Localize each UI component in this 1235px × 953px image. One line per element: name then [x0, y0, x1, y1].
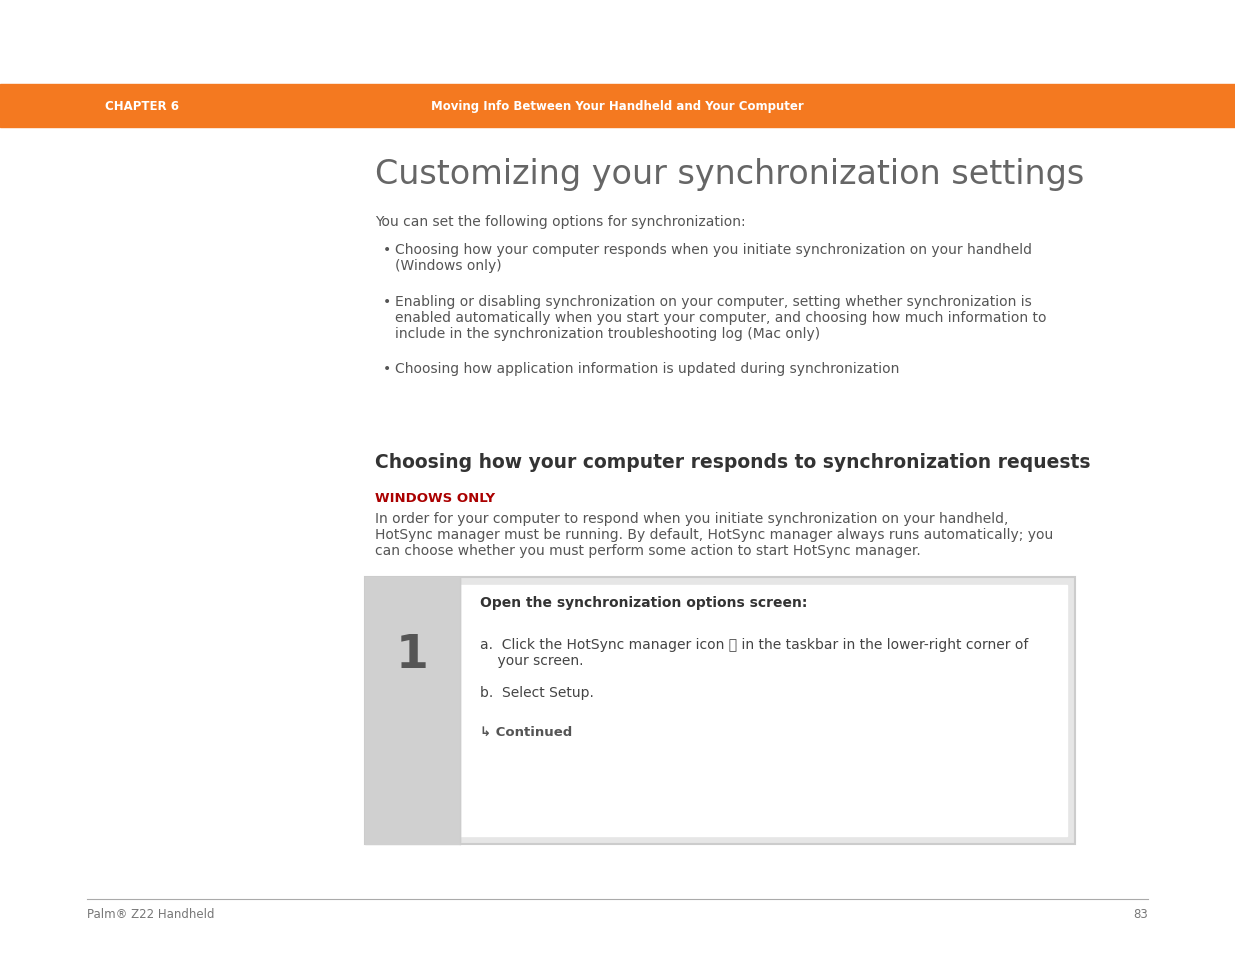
FancyBboxPatch shape — [366, 578, 1074, 844]
Text: •: • — [383, 361, 391, 375]
Text: •: • — [383, 243, 391, 256]
Text: 1: 1 — [396, 633, 429, 678]
Text: Choosing how your computer responds to synchronization requests: Choosing how your computer responds to s… — [375, 453, 1091, 472]
Text: Moving Info Between Your Handheld and Your Computer: Moving Info Between Your Handheld and Yo… — [431, 100, 804, 112]
Bar — [459, 585, 1067, 836]
Text: Enabling or disabling synchronization on your computer, setting whether synchron: Enabling or disabling synchronization on… — [395, 294, 1046, 341]
Text: b.  Select Setup.: b. Select Setup. — [480, 685, 594, 700]
Text: Customizing your synchronization settings: Customizing your synchronization setting… — [375, 158, 1084, 191]
Text: •: • — [383, 294, 391, 309]
Text: a.  Click the HotSync manager icon Ⓞ in the taskbar in the lower-right corner of: a. Click the HotSync manager icon Ⓞ in t… — [480, 638, 1029, 667]
Text: WINDOWS ONLY: WINDOWS ONLY — [375, 492, 495, 504]
Text: You can set the following options for synchronization:: You can set the following options for sy… — [375, 214, 746, 229]
Text: CHAPTER 6: CHAPTER 6 — [105, 100, 179, 112]
Text: Open the synchronization options screen:: Open the synchronization options screen: — [480, 596, 808, 609]
Bar — [0, 85, 1235, 128]
Text: ↳ Continued: ↳ Continued — [480, 725, 572, 739]
Text: In order for your computer to respond when you initiate synchronization on your : In order for your computer to respond wh… — [375, 512, 1053, 558]
Bar — [366, 578, 459, 844]
Text: Choosing how application information is updated during synchronization: Choosing how application information is … — [395, 361, 899, 375]
Text: Choosing how your computer responds when you initiate synchronization on your ha: Choosing how your computer responds when… — [395, 243, 1032, 273]
Text: 83: 83 — [1134, 907, 1149, 920]
Text: Palm® Z22 Handheld: Palm® Z22 Handheld — [86, 907, 215, 920]
